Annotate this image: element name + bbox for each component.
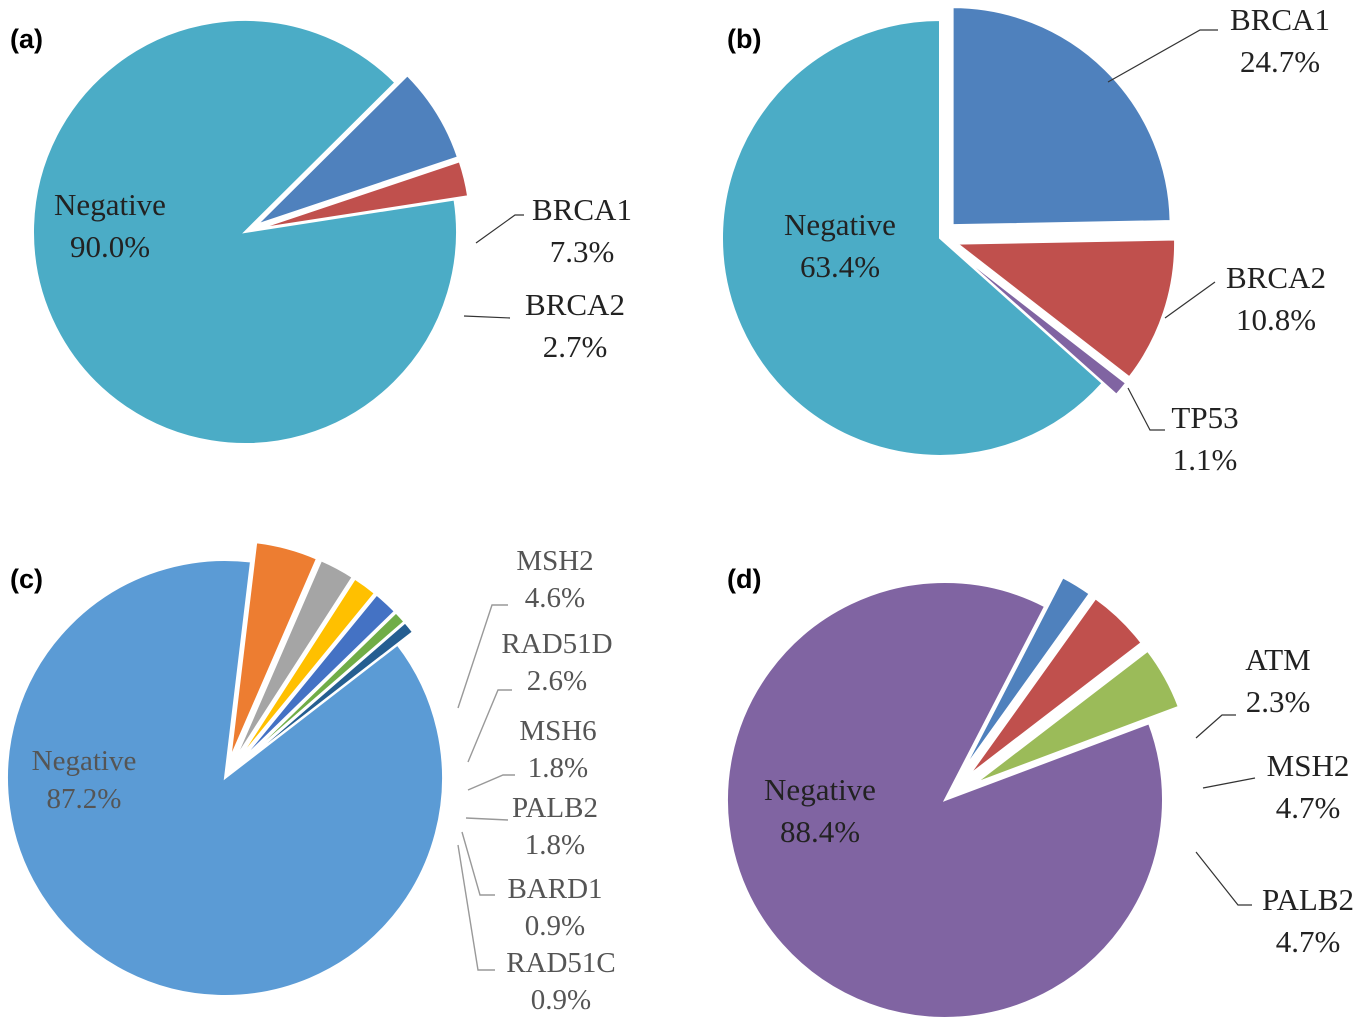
slice-name-label: BRCA1 xyxy=(1230,2,1330,37)
leader-line-brca2 xyxy=(1164,281,1216,319)
slice-value-label: 63.4% xyxy=(800,249,880,284)
slice-value-label: 0.9% xyxy=(531,984,591,1016)
pie-d: Negative 88.4% ATM 2.3% MSH2 4.7% PALB2 4.7% xyxy=(726,575,1354,1019)
slice-name-label: MSH2 xyxy=(516,545,593,577)
pie-slice-rad51c xyxy=(239,621,415,767)
pie-slice-palb2 xyxy=(974,649,1181,785)
slice-name-label: PALB2 xyxy=(512,792,598,824)
pie-slice-negative xyxy=(726,581,1164,1019)
slice-value-label: 10.8% xyxy=(1236,302,1316,337)
pie-c: Negative 87.2% MSH2 4.6% RAD51D 2.6% MSH6 1.8% P… xyxy=(6,541,616,1016)
slice-value-label: 1.1% xyxy=(1173,442,1238,477)
slice-name-label: BARD1 xyxy=(507,873,602,905)
leader-line-msh2 xyxy=(457,604,508,709)
slice-name-label: BRCA1 xyxy=(532,192,632,227)
pie-slice-negative xyxy=(32,19,458,445)
leader-line-msh6 xyxy=(467,774,515,791)
pie-slice-negative xyxy=(721,18,1105,457)
slice-value-label: 2.3% xyxy=(1246,684,1311,719)
leader-line-rad51d xyxy=(467,689,512,763)
pie-slice-tp53 xyxy=(953,248,1128,397)
slice-name-label: MSH6 xyxy=(519,715,596,747)
pie-slice-atm xyxy=(961,575,1092,772)
slice-value-label: 1.8% xyxy=(528,752,588,784)
pie-b: BRCA1 24.7% BRCA2 10.8% TP53 1.1% Negative 63.4… xyxy=(721,2,1330,477)
slice-value-label: 4.7% xyxy=(1276,924,1341,959)
pie-slice-rad51d xyxy=(233,559,354,761)
pie-slice-brca1 xyxy=(256,73,460,226)
slice-value-label: 1.8% xyxy=(525,829,585,861)
leader-line-brca1 xyxy=(475,214,524,244)
slice-name-label: Negative xyxy=(764,772,876,807)
pie-slice-brca2 xyxy=(954,238,1177,379)
slice-name-label: PALB2 xyxy=(1262,882,1354,917)
slice-name-label: BRCA2 xyxy=(525,287,625,322)
pie-a: Negative 90.0% BRCA1 7.3% BRCA2 2.7% xyxy=(32,19,632,445)
slice-value-label: 2.7% xyxy=(543,329,608,364)
pie-slice-negative xyxy=(6,559,444,997)
slice-value-label: 7.3% xyxy=(550,234,615,269)
slice-name-label: MSH2 xyxy=(1267,748,1350,783)
pie-slice-msh2 xyxy=(229,541,319,760)
leader-line-rad51c xyxy=(457,844,495,971)
slice-value-label: 0.9% xyxy=(525,910,585,942)
slice-name-label: RAD51C xyxy=(506,947,616,979)
slice-value-label: 87.2% xyxy=(47,783,122,815)
leader-line-brca2 xyxy=(463,315,511,319)
slice-value-label: 88.4% xyxy=(780,814,860,849)
panel-label-b: (b) xyxy=(727,24,761,54)
pie-slice-bard1 xyxy=(239,611,406,766)
panel-label-d: (d) xyxy=(727,564,761,594)
slice-name-label: Negative xyxy=(54,187,166,222)
pie-slice-brca1 xyxy=(951,6,1172,227)
slice-value-label: 4.6% xyxy=(525,582,585,614)
pie-slice-msh6 xyxy=(235,577,377,763)
pie-slice-brca2 xyxy=(258,160,470,230)
slice-name-label: Negative xyxy=(32,745,137,777)
leader-line-msh2 xyxy=(1202,777,1256,789)
panel-label-a: (a) xyxy=(10,24,43,54)
pie-slice-palb2 xyxy=(237,593,397,764)
slice-value-label: 24.7% xyxy=(1240,44,1320,79)
panel-label-c: (c) xyxy=(10,564,43,594)
leader-line-tp53 xyxy=(1127,387,1165,431)
slice-name-label: BRCA2 xyxy=(1226,260,1326,295)
pie-slice-msh2 xyxy=(967,596,1143,777)
leader-line-brca1 xyxy=(1107,29,1218,83)
pies-layer: Negative 90.0% BRCA1 7.3% BRCA2 2.7% BRCA1 24.7… xyxy=(6,2,1354,1019)
slice-value-label: 2.6% xyxy=(527,665,587,697)
slice-value-label: 4.7% xyxy=(1276,790,1341,825)
slice-name-label: TP53 xyxy=(1171,400,1238,435)
slice-name-label: RAD51D xyxy=(501,628,612,660)
slice-value-label: 90.0% xyxy=(70,229,150,264)
slice-name-label: ATM xyxy=(1245,642,1310,677)
leader-line-atm xyxy=(1195,714,1236,739)
leader-line-bard1 xyxy=(461,831,495,896)
leader-line-palb2 xyxy=(465,817,509,821)
leader-line-palb2 xyxy=(1195,851,1252,906)
slice-name-label: Negative xyxy=(784,207,896,242)
